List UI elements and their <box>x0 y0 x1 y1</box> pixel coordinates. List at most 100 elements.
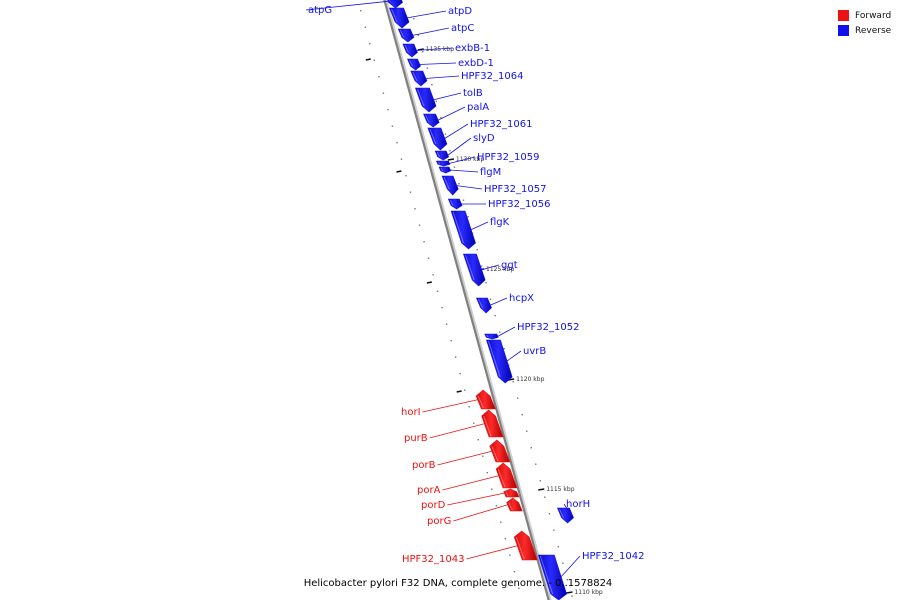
gene-label-uvrB[interactable]: uvrB <box>523 346 546 357</box>
gene-label-HPF32_1064[interactable]: HPF32_1064 <box>461 71 523 82</box>
gene-highlight <box>449 199 454 206</box>
gene-label-horH[interactable]: horH <box>566 499 590 510</box>
gene-label-HPF32_1056[interactable]: HPF32_1056 <box>488 199 550 210</box>
scale-dot-left <box>405 175 407 177</box>
gene-label-atpD[interactable]: atpD <box>448 6 472 17</box>
scale-dot-right <box>462 199 465 201</box>
gene-label-exbB-1[interactable]: exbB-1 <box>455 43 490 54</box>
scale-dot-left <box>360 10 362 12</box>
gene-highlight <box>515 536 525 560</box>
scale-dot-left <box>513 571 516 573</box>
gene-uvrB[interactable] <box>486 339 513 384</box>
scale-dot-right <box>453 166 456 168</box>
gene-label-HPF32_1052[interactable]: HPF32_1052 <box>517 322 579 333</box>
scale-dot-right <box>544 496 546 498</box>
gene-HPF32_1043[interactable] <box>513 530 538 561</box>
gene-label-flgM[interactable]: flgM <box>480 167 501 178</box>
gene-hcpX[interactable] <box>476 297 492 314</box>
gene-ggt[interactable] <box>462 253 486 287</box>
gene-label-ggt[interactable]: ggt <box>501 260 518 271</box>
gene-label-HPF32_1059[interactable]: HPF32_1059 <box>477 152 539 163</box>
scale-dot-left <box>486 472 488 474</box>
scale-dot-right <box>458 183 460 185</box>
legend: Forward Reverse <box>838 8 891 38</box>
scale-dot-left <box>364 26 367 28</box>
gene-label-palA[interactable]: palA <box>467 102 489 113</box>
scale-dot-right <box>476 249 478 251</box>
leader-line <box>466 545 519 560</box>
scale-dot-right <box>494 315 496 317</box>
gene-porG[interactable] <box>506 497 523 512</box>
gene-HPF32_1057[interactable] <box>441 175 459 196</box>
gene-flgK[interactable] <box>450 210 476 250</box>
forward-swatch <box>838 10 849 21</box>
scale-dot-left <box>473 422 475 424</box>
gene-label-porB[interactable]: porB <box>412 460 436 471</box>
gene-highlight <box>391 8 398 23</box>
gene-HPF32_1059[interactable] <box>435 160 451 167</box>
scale-dot-left <box>369 43 371 45</box>
gene-purB[interactable] <box>481 409 504 438</box>
scale-dot-right <box>503 348 505 350</box>
gene-label-tolB[interactable]: tolB <box>463 88 483 99</box>
legend-item-reverse: Reverse <box>838 23 891 38</box>
gene-label-HPF32_1061[interactable]: HPF32_1061 <box>470 119 532 130</box>
gene-label-flgK[interactable]: flgK <box>490 217 510 228</box>
gene-HPF32_1061[interactable] <box>427 127 448 151</box>
leader-line <box>497 326 516 337</box>
gene-atpC[interactable] <box>397 28 415 43</box>
gene-atpD[interactable] <box>389 7 410 29</box>
gene-tolB[interactable] <box>415 87 437 113</box>
gene-label-horI[interactable]: horI <box>401 407 421 418</box>
gene-exbB-1[interactable] <box>402 43 418 58</box>
minor-tick <box>396 170 402 173</box>
gene-highlight <box>399 29 405 38</box>
gene-porA[interactable] <box>495 462 518 489</box>
minor-tick <box>456 390 462 393</box>
gene-label-porD[interactable]: porD <box>421 500 446 511</box>
gene-label-porG[interactable]: porG <box>427 516 451 527</box>
gene-label-HPF32_1042[interactable]: HPF32_1042 <box>582 551 644 562</box>
gene-exbD-1[interactable] <box>407 58 421 71</box>
tick-label: 1115 kbp <box>546 486 574 493</box>
gene-label-atpG[interactable]: atpG <box>308 5 332 16</box>
scale-dot-right <box>444 133 447 135</box>
gene-highlight <box>487 340 501 378</box>
gene-horI[interactable] <box>475 389 496 410</box>
gene-label-hcpX[interactable]: hcpX <box>509 293 534 304</box>
gene-highlight <box>477 298 484 308</box>
leader-line <box>447 492 505 506</box>
gene-label-exbD-1[interactable]: exbD-1 <box>458 58 494 69</box>
gene-label-slyD[interactable]: slyD <box>473 133 495 144</box>
gene-HPF32_1052[interactable] <box>484 333 499 340</box>
gene-atpG[interactable] <box>384 0 403 9</box>
scale-dot-left <box>391 125 394 127</box>
leader-line <box>429 423 486 439</box>
gene-label-porA[interactable]: porA <box>417 485 441 496</box>
scale-dot-right <box>440 117 442 119</box>
scale-dot-left <box>454 356 457 358</box>
gene-HPF32_1042[interactable] <box>537 554 567 600</box>
scale-dot-left <box>495 505 498 507</box>
gene-label-purB[interactable]: purB <box>404 433 428 444</box>
scale-dot-left <box>427 257 430 259</box>
scale-dot-left <box>423 241 425 243</box>
gene-slyD[interactable] <box>434 150 450 161</box>
gene-flgM[interactable] <box>438 166 452 174</box>
scale-dot-right <box>562 562 564 564</box>
gene-HPF32_1064[interactable] <box>410 70 428 87</box>
gene-porB[interactable] <box>489 439 511 463</box>
gene-label-atpC[interactable]: atpC <box>451 23 474 34</box>
gene-highlight <box>409 59 413 67</box>
leader-line <box>455 185 483 190</box>
gene-palA[interactable] <box>423 113 440 128</box>
gene-highlight <box>436 151 441 158</box>
tick-mark <box>447 158 455 161</box>
gene-label-HPF32_1043[interactable]: HPF32_1043 <box>402 554 464 565</box>
scale-dot-right <box>539 480 541 482</box>
gene-HPF32_1056[interactable] <box>447 198 463 210</box>
scale-dot-left <box>378 76 380 78</box>
gene-label-HPF32_1057[interactable]: HPF32_1057 <box>484 184 546 195</box>
legend-label-forward: Forward <box>855 10 892 21</box>
gene-porD[interactable] <box>503 488 520 498</box>
